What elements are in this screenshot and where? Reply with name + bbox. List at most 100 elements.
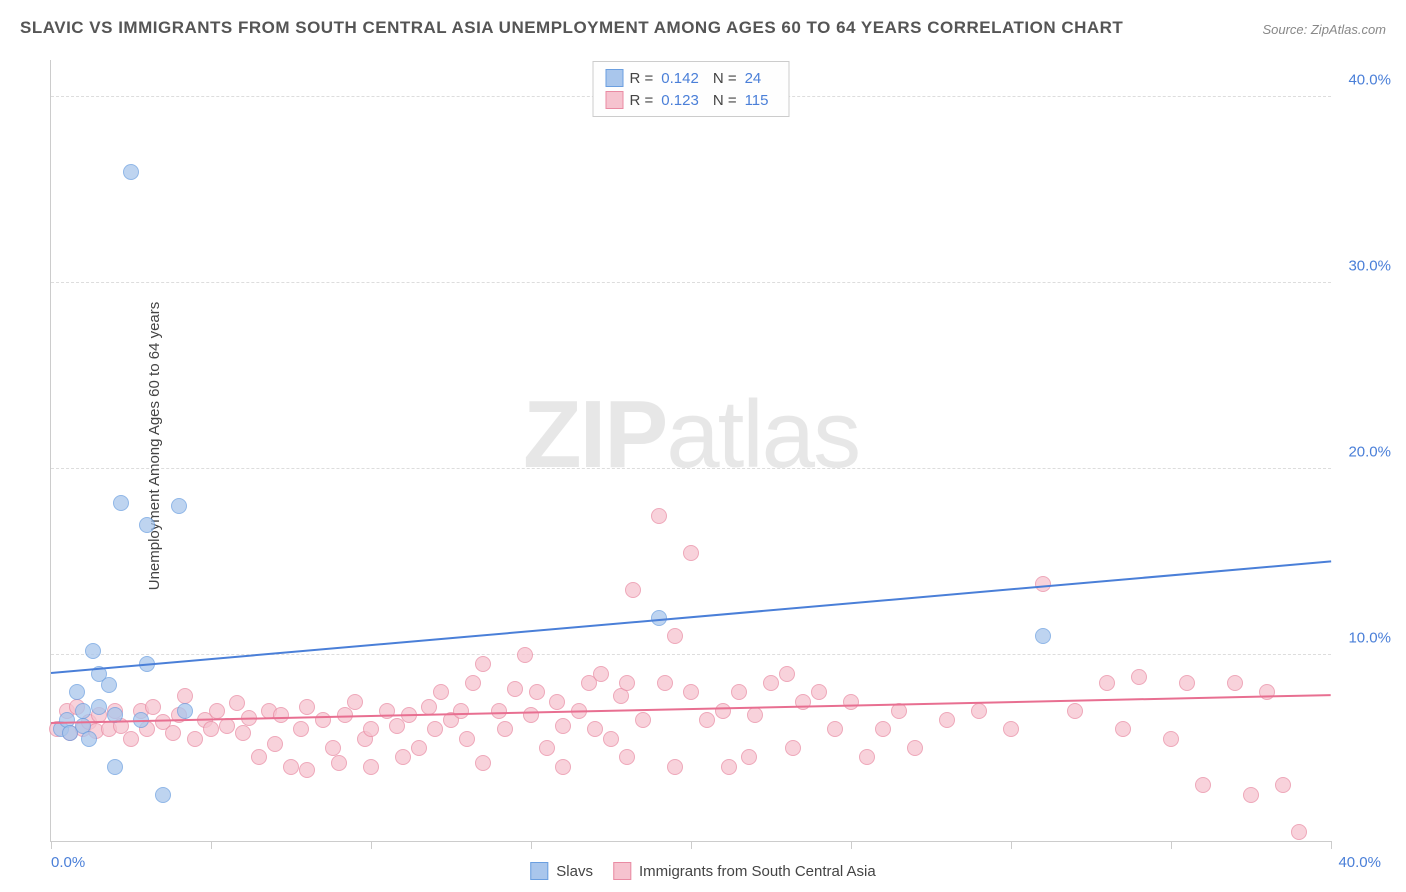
x-tick [1331,841,1332,849]
data-point [491,703,507,719]
data-point [651,508,667,524]
legend-top: R =0.142N =24R =0.123N =115 [593,61,790,117]
gridline [51,282,1331,283]
data-point [667,759,683,775]
data-point [971,703,987,719]
data-point [123,731,139,747]
x-tick-label-left: 0.0% [51,854,85,871]
data-point [267,736,283,752]
data-point [1259,684,1275,700]
legend-swatch-slavs [530,862,548,880]
data-point [907,740,923,756]
legend-label-slavs: Slavs [556,863,593,880]
data-point [251,749,267,765]
data-point [625,582,641,598]
data-point [107,759,123,775]
legend-swatch [606,69,624,87]
data-point [293,721,309,737]
data-point [171,498,187,514]
data-point [619,675,635,691]
legend-swatch-immigrants [613,862,631,880]
data-point [81,731,97,747]
source-label: Source: ZipAtlas.com [1262,22,1386,37]
legend-r-label: R = [630,70,654,87]
data-point [507,681,523,697]
data-point [635,712,651,728]
data-point [139,517,155,533]
legend-swatch [606,91,624,109]
x-tick [51,841,52,849]
data-point [827,721,843,737]
data-point [395,749,411,765]
watermark-light: atlas [666,381,859,488]
data-point [91,699,107,715]
data-point [123,164,139,180]
data-point [667,628,683,644]
data-point [363,721,379,737]
data-point [555,718,571,734]
data-point [875,721,891,737]
legend-item-slavs: Slavs [530,862,593,880]
y-tick-label: 20.0% [1348,444,1391,461]
data-point [75,703,91,719]
data-point [1179,675,1195,691]
legend-r-label: R = [630,92,654,109]
data-point [1291,824,1307,840]
data-point [331,755,347,771]
data-point [459,731,475,747]
data-point [497,721,513,737]
legend-bottom: Slavs Immigrants from South Central Asia [530,862,875,880]
data-point [715,703,731,719]
data-point [475,755,491,771]
chart-container: SLAVIC VS IMMIGRANTS FROM SOUTH CENTRAL … [0,0,1406,892]
legend-n-value: 115 [745,92,769,109]
data-point [785,740,801,756]
data-point [325,740,341,756]
watermark: ZIPatlas [523,380,859,490]
data-point [177,688,193,704]
data-point [1163,731,1179,747]
data-point [939,712,955,728]
data-point [683,545,699,561]
data-point [299,699,315,715]
data-point [299,762,315,778]
data-point [69,684,85,700]
data-point [101,677,117,693]
y-tick-label: 40.0% [1348,72,1391,89]
data-point [1243,787,1259,803]
data-point [549,694,565,710]
watermark-bold: ZIP [523,381,666,488]
y-tick-label: 10.0% [1348,630,1391,647]
x-tick [1171,841,1172,849]
data-point [1099,675,1115,691]
data-point [1035,628,1051,644]
data-point [145,699,161,715]
data-point [283,759,299,775]
data-point [555,759,571,775]
data-point [699,712,715,728]
legend-row: R =0.142N =24 [606,67,777,89]
data-point [587,721,603,737]
gridline [51,468,1331,469]
data-point [779,666,795,682]
data-point [165,725,181,741]
data-point [811,684,827,700]
data-point [1115,721,1131,737]
legend-n-label: N = [713,92,737,109]
chart-title: SLAVIC VS IMMIGRANTS FROM SOUTH CENTRAL … [20,18,1123,38]
data-point [1131,669,1147,685]
legend-r-value: 0.123 [661,92,699,109]
legend-item-immigrants: Immigrants from South Central Asia [613,862,876,880]
data-point [203,721,219,737]
data-point [453,703,469,719]
data-point [411,740,427,756]
data-point [427,721,443,737]
y-tick-label: 30.0% [1348,258,1391,275]
data-point [1227,675,1243,691]
data-point [529,684,545,700]
plot-area: ZIPatlas 10.0%20.0%30.0%40.0%0.0%40.0%R … [50,60,1331,842]
data-point [475,656,491,672]
data-point [155,787,171,803]
data-point [619,749,635,765]
data-point [1275,777,1291,793]
